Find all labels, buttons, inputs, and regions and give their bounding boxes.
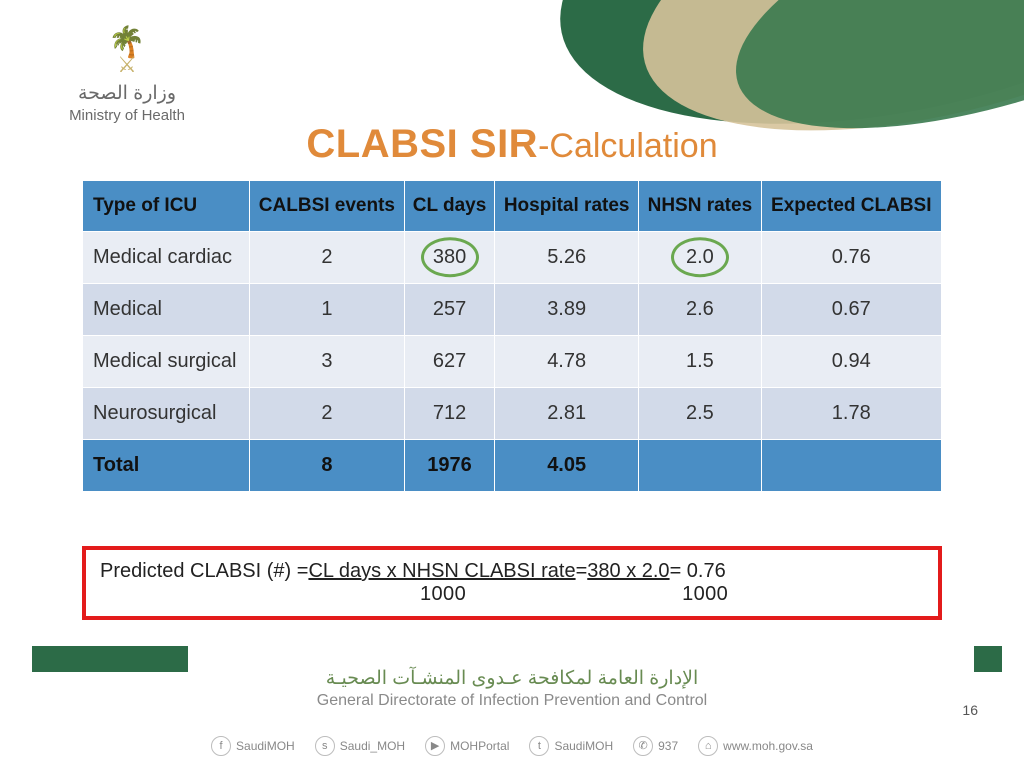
social-label: SaudiMOH: [236, 739, 295, 753]
table-row: Neurosurgical27122.812.51.78: [83, 388, 942, 440]
formula-eq2: = 0.76: [670, 560, 726, 583]
table-header-cell: Expected CLABSI: [761, 181, 941, 232]
table-total-cell: [639, 440, 761, 492]
swords-icon: ⚔: [42, 52, 212, 78]
table-cell: 0.94: [761, 336, 941, 388]
social-icon: ✆: [633, 736, 653, 756]
social-label: Saudi_MOH: [340, 739, 405, 753]
social-icon: f: [211, 736, 231, 756]
social-label: MOHPortal: [450, 739, 509, 753]
social-icon: s: [315, 736, 335, 756]
title-suffix: -Calculation: [538, 127, 718, 165]
table-total-cell: Total: [83, 440, 250, 492]
page-number: 16: [962, 702, 978, 718]
formula-box: Predicted CLABSI (#) = CL days x NHSN CL…: [82, 546, 942, 620]
social-link[interactable]: t SaudiMOH: [529, 736, 613, 756]
table-total-cell: [761, 440, 941, 492]
logo-arabic: وزارة الصحة: [42, 82, 212, 105]
table-cell: 2.0: [639, 232, 761, 284]
table-cell: 0.67: [761, 284, 941, 336]
table-header-cell: Hospital rates: [495, 181, 639, 232]
table-cell: 1.78: [761, 388, 941, 440]
social-link[interactable]: f SaudiMOH: [211, 736, 295, 756]
circled-value: 380: [433, 246, 466, 269]
footer-english: General Directorate of Infection Prevent…: [0, 692, 1024, 710]
table-row: Medical12573.892.60.67: [83, 284, 942, 336]
table-row: Medical cardiac2 380 5.26 2.0 0.76: [83, 232, 942, 284]
formula-eq1: =: [576, 560, 588, 583]
table-cell: 5.26: [495, 232, 639, 284]
table-cell: 1: [249, 284, 404, 336]
table-cell: Medical: [83, 284, 250, 336]
table-cell: 712: [405, 388, 495, 440]
table-cell: 3.89: [495, 284, 639, 336]
table-cell: 2: [249, 232, 404, 284]
ministry-logo: 🌴 ⚔ وزارة الصحة Ministry of Health: [42, 28, 212, 124]
social-icon: ▶: [425, 736, 445, 756]
table-cell: 257: [405, 284, 495, 336]
social-label: 937: [658, 739, 678, 753]
table-cell: 2.81: [495, 388, 639, 440]
decorative-swooshes: [444, 0, 1024, 200]
social-icon: ⌂: [698, 736, 718, 756]
formula-denom1: 1000: [420, 583, 466, 605]
table-cell: 627: [405, 336, 495, 388]
social-label: SaudiMOH: [554, 739, 613, 753]
title-main: CLABSI SIR: [306, 122, 538, 166]
table-cell: 0.76: [761, 232, 941, 284]
table-cell: Medical surgical: [83, 336, 250, 388]
clabsi-table: Type of ICUCALBSI eventsCL daysHospital …: [82, 180, 942, 492]
highlight-circle-icon: [421, 237, 479, 277]
table-cell: Medical cardiac: [83, 232, 250, 284]
table-total-row: Total819764.05: [83, 440, 942, 492]
table-cell: 4.78: [495, 336, 639, 388]
social-links-row: f SaudiMOH s Saudi_MOH ▶ MOHPortal t SaudiMOH ✆ 9…: [0, 736, 1024, 757]
table-total-cell: 8: [249, 440, 404, 492]
footer-arabic: الإدارة العامة لمكافحة عـدوى المنشـآت ال…: [0, 667, 1024, 690]
formula-denom2: 1000: [682, 583, 728, 605]
social-label: www.moh.gov.sa: [723, 739, 813, 753]
formula-prefix: Predicted CLABSI (#) =: [100, 560, 308, 583]
table-header-cell: CL days: [405, 181, 495, 232]
social-link[interactable]: ⌂ www.moh.gov.sa: [698, 736, 813, 756]
table-cell: 1.5: [639, 336, 761, 388]
table-cell: 3: [249, 336, 404, 388]
circled-value: 2.0: [686, 246, 714, 269]
table-cell: Neurosurgical: [83, 388, 250, 440]
table-header-cell: CALBSI events: [249, 181, 404, 232]
table-cell: 2.6: [639, 284, 761, 336]
social-link[interactable]: ▶ MOHPortal: [425, 736, 509, 756]
social-link[interactable]: ✆ 937: [633, 736, 678, 756]
table-total-cell: 4.05: [495, 440, 639, 492]
table-total-cell: 1976: [405, 440, 495, 492]
page-title: CLABSI SIR-Calculation: [0, 122, 1024, 167]
highlight-circle-icon: [671, 237, 729, 277]
table-body: Medical cardiac23805.262.00.76Medical125…: [83, 232, 942, 492]
table-cell: 380: [405, 232, 495, 284]
formula-part1: CL days x NHSN CLABSI rate: [308, 560, 575, 583]
footer-text: الإدارة العامة لمكافحة عـدوى المنشـآت ال…: [0, 667, 1024, 710]
social-link[interactable]: s Saudi_MOH: [315, 736, 405, 756]
table-header-cell: Type of ICU: [83, 181, 250, 232]
table-row: Medical surgical36274.781.50.94: [83, 336, 942, 388]
table-header-row: Type of ICUCALBSI eventsCL daysHospital …: [83, 181, 942, 232]
social-icon: t: [529, 736, 549, 756]
data-table-wrapper: Type of ICUCALBSI eventsCL daysHospital …: [82, 180, 942, 492]
table-header-cell: NHSN rates: [639, 181, 761, 232]
table-cell: 2.5: [639, 388, 761, 440]
formula-part2: 380 x 2.0: [587, 560, 669, 583]
table-cell: 2: [249, 388, 404, 440]
